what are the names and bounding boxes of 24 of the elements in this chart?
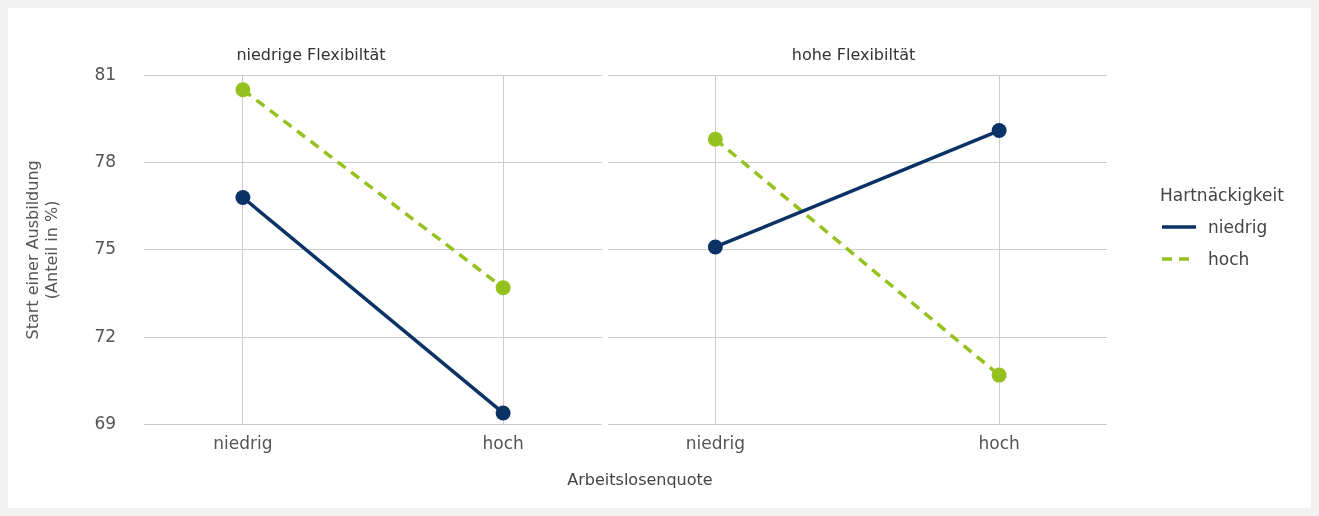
y-tick-label: 69 [94, 413, 117, 434]
y-tick-label: 75 [94, 238, 117, 259]
chart-title: hohe Flexibiltät [791, 44, 916, 64]
point [235, 82, 251, 98]
point [991, 123, 1007, 139]
x-tick-label: niedrig [213, 433, 273, 454]
point [495, 405, 511, 421]
point [991, 367, 1007, 383]
y-tick-label: 72 [94, 325, 117, 346]
point [495, 280, 511, 296]
point [235, 189, 251, 205]
y-tick-label: 81 [94, 63, 117, 84]
x-tick-label: hoch [482, 433, 524, 454]
legend-label: niedrig [1208, 217, 1268, 237]
x-tick-label: niedrig [685, 433, 745, 454]
legend-label: hoch [1208, 249, 1250, 269]
point [707, 131, 723, 147]
x-axis-title: Arbeitslosenquote [566, 470, 714, 489]
y-tick-label: 78 [94, 150, 117, 171]
point [707, 239, 723, 255]
legend-title: Hartnäckigkeit [1160, 185, 1284, 205]
x-tick-label: hoch [978, 433, 1020, 454]
chart-title: niedrige Flexibiltät [236, 44, 386, 64]
y-axis-title: Start einer Ausbildung (Anteil in %) [22, 160, 61, 340]
